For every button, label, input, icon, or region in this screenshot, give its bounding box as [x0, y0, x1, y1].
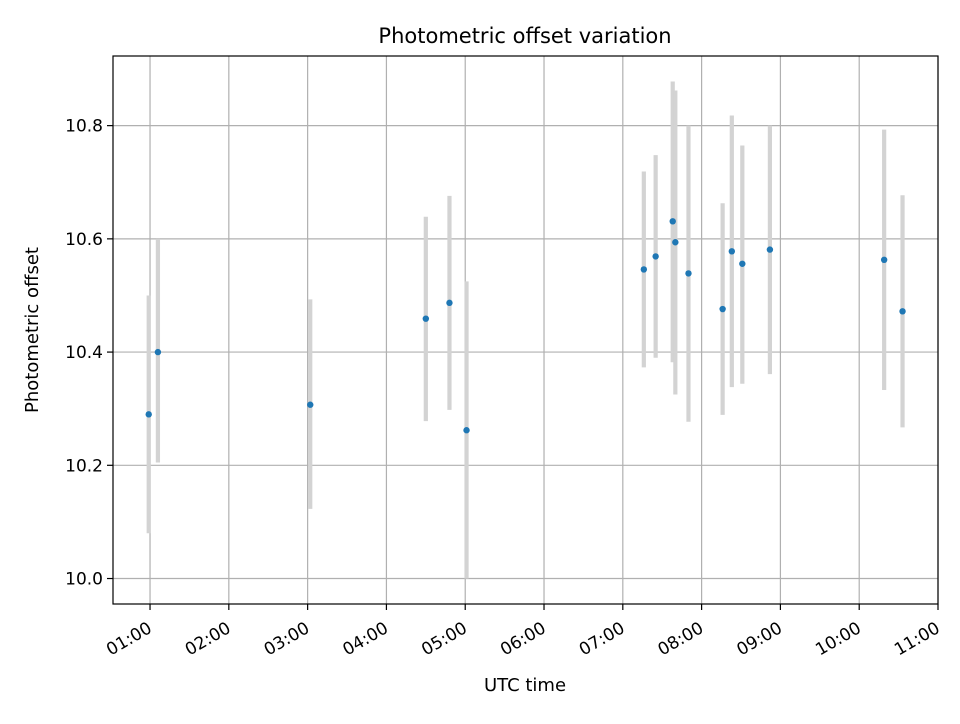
data-point: [728, 248, 736, 255]
data-point: [154, 348, 162, 356]
y-tick-label: 10.8: [65, 117, 103, 137]
data-point: [739, 260, 746, 267]
data-point: [685, 270, 692, 277]
data-point: [652, 253, 659, 260]
y-tick-label: 10.6: [65, 230, 103, 250]
y-tick-label: 10.4: [65, 343, 103, 363]
plot-area-frame: [112, 55, 939, 605]
data-points: [145, 218, 906, 434]
data-point: [672, 239, 679, 246]
chart-title: Photometric offset variation: [378, 24, 671, 48]
data-point: [880, 256, 888, 264]
y-axis-ticks: 10.0 10.2 10.4 10.6 10.8: [65, 117, 113, 590]
y-tick-label: 10.2: [65, 456, 103, 476]
data-point: [446, 299, 453, 307]
data-point: [307, 401, 314, 408]
data-point: [669, 218, 676, 225]
data-point: [766, 246, 774, 253]
data-point: [463, 427, 470, 434]
data-point: [145, 411, 152, 418]
y-axis-label: Photometric offset: [22, 247, 43, 413]
data-point: [899, 308, 906, 315]
data-point: [719, 305, 726, 313]
x-axis-label: UTC time: [484, 675, 566, 696]
y-tick-label: 10.0: [65, 570, 103, 590]
data-point: [422, 315, 430, 322]
data-point: [640, 266, 648, 273]
